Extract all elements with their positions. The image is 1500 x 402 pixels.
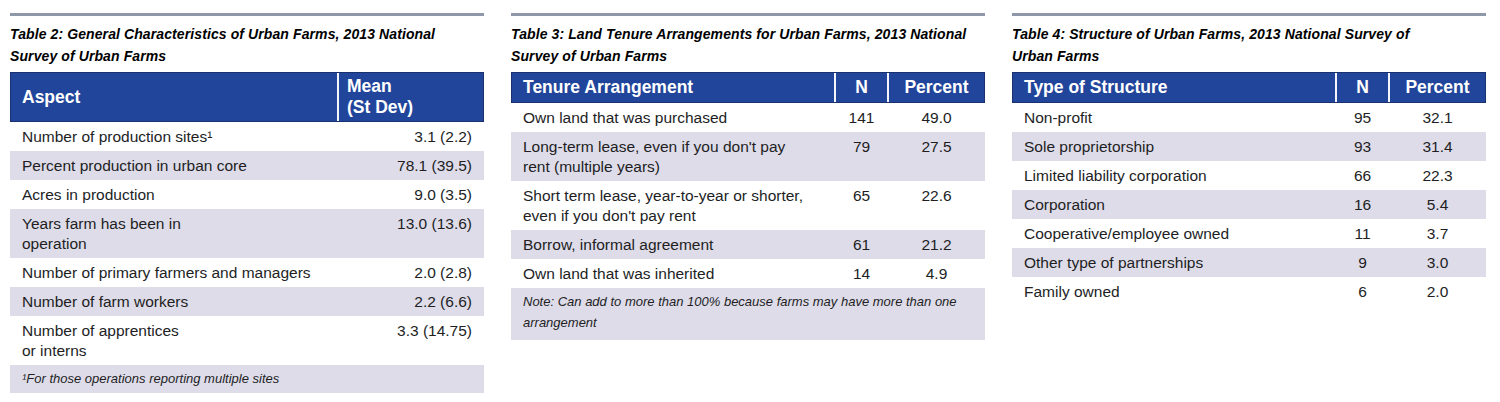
row-n-value: 79 [835,132,888,181]
table-row: Number of production sites¹ 3.1 (2.2) [10,122,484,151]
row-percent-value: 3.0 [1389,248,1486,277]
column-header-percent: Percent [1388,73,1485,102]
row-label: Percent production in urban core [10,151,338,180]
table-3-section: Table 3: Land Tenure Arrangements for Ur… [511,13,985,402]
row-n-value: 66 [1336,161,1389,190]
row-value: 3.3 (14.75) [338,316,484,365]
row-label: Number of primary farmers and managers [10,258,338,287]
table-4-section: Table 4: Structure of Urban Farms, 2013 … [1012,13,1486,402]
header-row: Tenure Arrangement N Percent [511,72,985,103]
top-rule [511,13,985,16]
column-header-aspect: Aspect [11,73,337,121]
column-header-tenure-arrangement: Tenure Arrangement [512,73,834,102]
row-percent-value: 21.2 [888,230,985,259]
row-n-value: 93 [1336,132,1389,161]
table-row: Number of farm workers 2.2 (6.6) [10,287,484,316]
row-value: 78.1 (39.5) [338,151,484,180]
row-n-value: 61 [835,230,888,259]
row-n-value: 11 [1336,219,1389,248]
row-n-value: 141 [835,103,888,132]
table-row: Sole proprietorship 93 31.4 [1012,132,1486,161]
column-header-type-of-structure: Type of Structure [1013,73,1335,102]
row-percent-value: 22.6 [888,181,985,230]
table-row: Acres in production 9.0 (3.5) [10,180,484,209]
data-table: Tenure Arrangement N Percent Own land th… [511,72,985,340]
table-title: Table 4: Structure of Urban Farms, 2013 … [1012,24,1486,67]
table-row: Own land that was inherited 14 4.9 [511,259,985,288]
table-row: Non-profit 95 32.1 [1012,103,1486,132]
table-row: Long-term lease, even if you don't pay r… [511,132,985,181]
table-row: Borrow, informal agreement 61 21.2 [511,230,985,259]
row-label: Number of apprentices or interns [10,316,338,365]
row-label: Number of farm workers [10,287,338,316]
row-value: 2.0 (2.8) [338,258,484,287]
row-label: Own land that was inherited [511,259,835,288]
row-n-value: 9 [1336,248,1389,277]
row-value: 13.0 (13.6) [338,209,484,258]
row-percent-value: 4.9 [888,259,985,288]
row-value: 2.2 (6.6) [338,287,484,316]
row-label: Corporation [1012,190,1336,219]
row-percent-value: 49.0 [888,103,985,132]
data-table: Aspect Mean (St Dev) Number of productio… [10,72,484,393]
table-row: Limited liability corporation 66 22.3 [1012,161,1486,190]
column-header-percent: Percent [887,73,984,102]
row-label: Long-term lease, even if you don't pay r… [511,132,835,181]
table-row: Other type of partnerships 9 3.0 [1012,248,1486,277]
table-title: Table 3: Land Tenure Arrangements for Ur… [511,24,985,67]
row-value: 3.1 (2.2) [338,122,484,151]
row-n-value: 14 [835,259,888,288]
table-footnote: ¹For those operations reporting multiple… [10,365,484,393]
header-row: Type of Structure N Percent [1012,72,1486,103]
column-header-n: N [834,73,887,102]
column-header-n: N [1335,73,1388,102]
row-label: Number of production sites¹ [10,122,338,151]
document-page: Table 2: General Characteristics of Urba… [0,0,1500,402]
row-label: Sole proprietorship [1012,132,1336,161]
row-percent-value: 32.1 [1389,103,1486,132]
row-label: Non-profit [1012,103,1336,132]
row-n-value: 16 [1336,190,1389,219]
table-title: Table 2: General Characteristics of Urba… [10,24,484,67]
table-row: Corporation 16 5.4 [1012,190,1486,219]
table-row: Family owned 6 2.0 [1012,277,1486,306]
row-label: Own land that was purchased [511,103,835,132]
row-label: Other type of partnerships [1012,248,1336,277]
table-row: Years farm has been in operation 13.0 (1… [10,209,484,258]
row-n-value: 95 [1336,103,1389,132]
table-row: Percent production in urban core 78.1 (3… [10,151,484,180]
row-label: Years farm has been in operation [10,209,338,258]
table-row: Short term lease, year-to-year or shorte… [511,181,985,230]
row-value: 9.0 (3.5) [338,180,484,209]
row-percent-value: 27.5 [888,132,985,181]
row-label: Limited liability corporation [1012,161,1336,190]
table-2-section: Table 2: General Characteristics of Urba… [10,13,484,402]
row-label: Cooperative/employee owned [1012,219,1336,248]
row-percent-value: 31.4 [1389,132,1486,161]
row-label: Borrow, informal agreement [511,230,835,259]
header-row: Aspect Mean (St Dev) [10,72,484,122]
row-percent-value: 5.4 [1389,190,1486,219]
top-rule [1012,13,1486,16]
column-header-mean-stdev: Mean (St Dev) [337,73,483,121]
row-label: Family owned [1012,277,1336,306]
row-label: Acres in production [10,180,338,209]
table-row: Own land that was purchased 141 49.0 [511,103,985,132]
data-table: Type of Structure N Percent Non-profit 9… [1012,72,1486,306]
row-percent-value: 22.3 [1389,161,1486,190]
row-percent-value: 2.0 [1389,277,1486,306]
top-rule [10,13,484,16]
table-row: Cooperative/employee owned 11 3.7 [1012,219,1486,248]
row-n-value: 6 [1336,277,1389,306]
row-percent-value: 3.7 [1389,219,1486,248]
row-n-value: 65 [835,181,888,230]
table-row: Number of apprentices or interns 3.3 (14… [10,316,484,365]
table-note: Note: Can add to more than 100% because … [511,288,985,340]
table-row: Number of primary farmers and managers 2… [10,258,484,287]
row-label: Short term lease, year-to-year or shorte… [511,181,835,230]
